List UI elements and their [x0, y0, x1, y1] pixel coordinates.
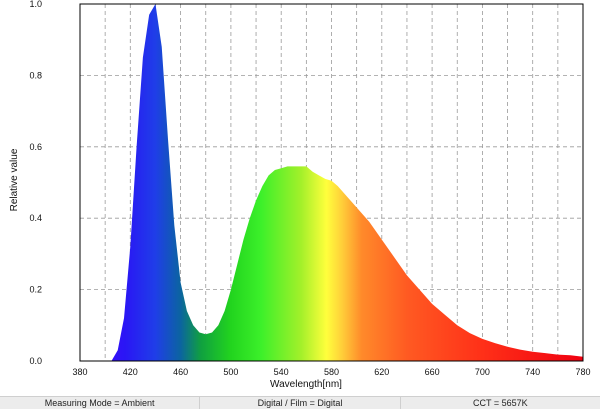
y-tick-label: 0.0 — [29, 356, 42, 366]
y-tick-label: 0.8 — [29, 70, 42, 80]
y-tick-label: 0.4 — [29, 213, 42, 223]
x-axis-label: Wavelength[nm] — [270, 379, 342, 390]
plot-frame — [79, 3, 584, 362]
x-tick-label: 540 — [274, 367, 289, 377]
x-tick-label: 460 — [173, 367, 188, 377]
y-axis-label: Relative value — [9, 148, 20, 211]
x-tick-label: 580 — [324, 367, 339, 377]
status-bar: Measuring Mode = Ambient Digital / Film … — [0, 396, 600, 409]
y-tick-label: 1.0 — [29, 0, 42, 9]
x-tick-label: 740 — [525, 367, 540, 377]
x-tick-label: 420 — [123, 367, 138, 377]
x-tick-label: 780 — [575, 367, 590, 377]
x-tick-label: 700 — [475, 367, 490, 377]
x-tick-label: 380 — [72, 367, 87, 377]
film-mode-status: Digital / Film = Digital — [200, 397, 401, 409]
x-tick-label: 660 — [425, 367, 440, 377]
measuring-mode-status: Measuring Mode = Ambient — [0, 397, 201, 409]
y-tick-label: 0.2 — [29, 285, 42, 295]
axis-ticks: 380 420 460 500 540 580 620 660 700 740 780 0.0 0.2 0… — [29, 0, 590, 377]
cct-status: CCT = 5657K — [473, 398, 528, 408]
x-tick-label: 620 — [374, 367, 389, 377]
x-tick-label: 500 — [223, 367, 238, 377]
spectrum-chart: 380 420 460 500 540 580 620 660 700 740 780 0.0 0.2 0… — [9, 0, 591, 390]
y-tick-label: 0.6 — [29, 142, 42, 152]
spectrum-area — [111, 4, 583, 361]
spectrum-plot: 380 420 460 500 540 580 620 660 700 740 780 0.0 0.2 0… — [9, 0, 591, 390]
